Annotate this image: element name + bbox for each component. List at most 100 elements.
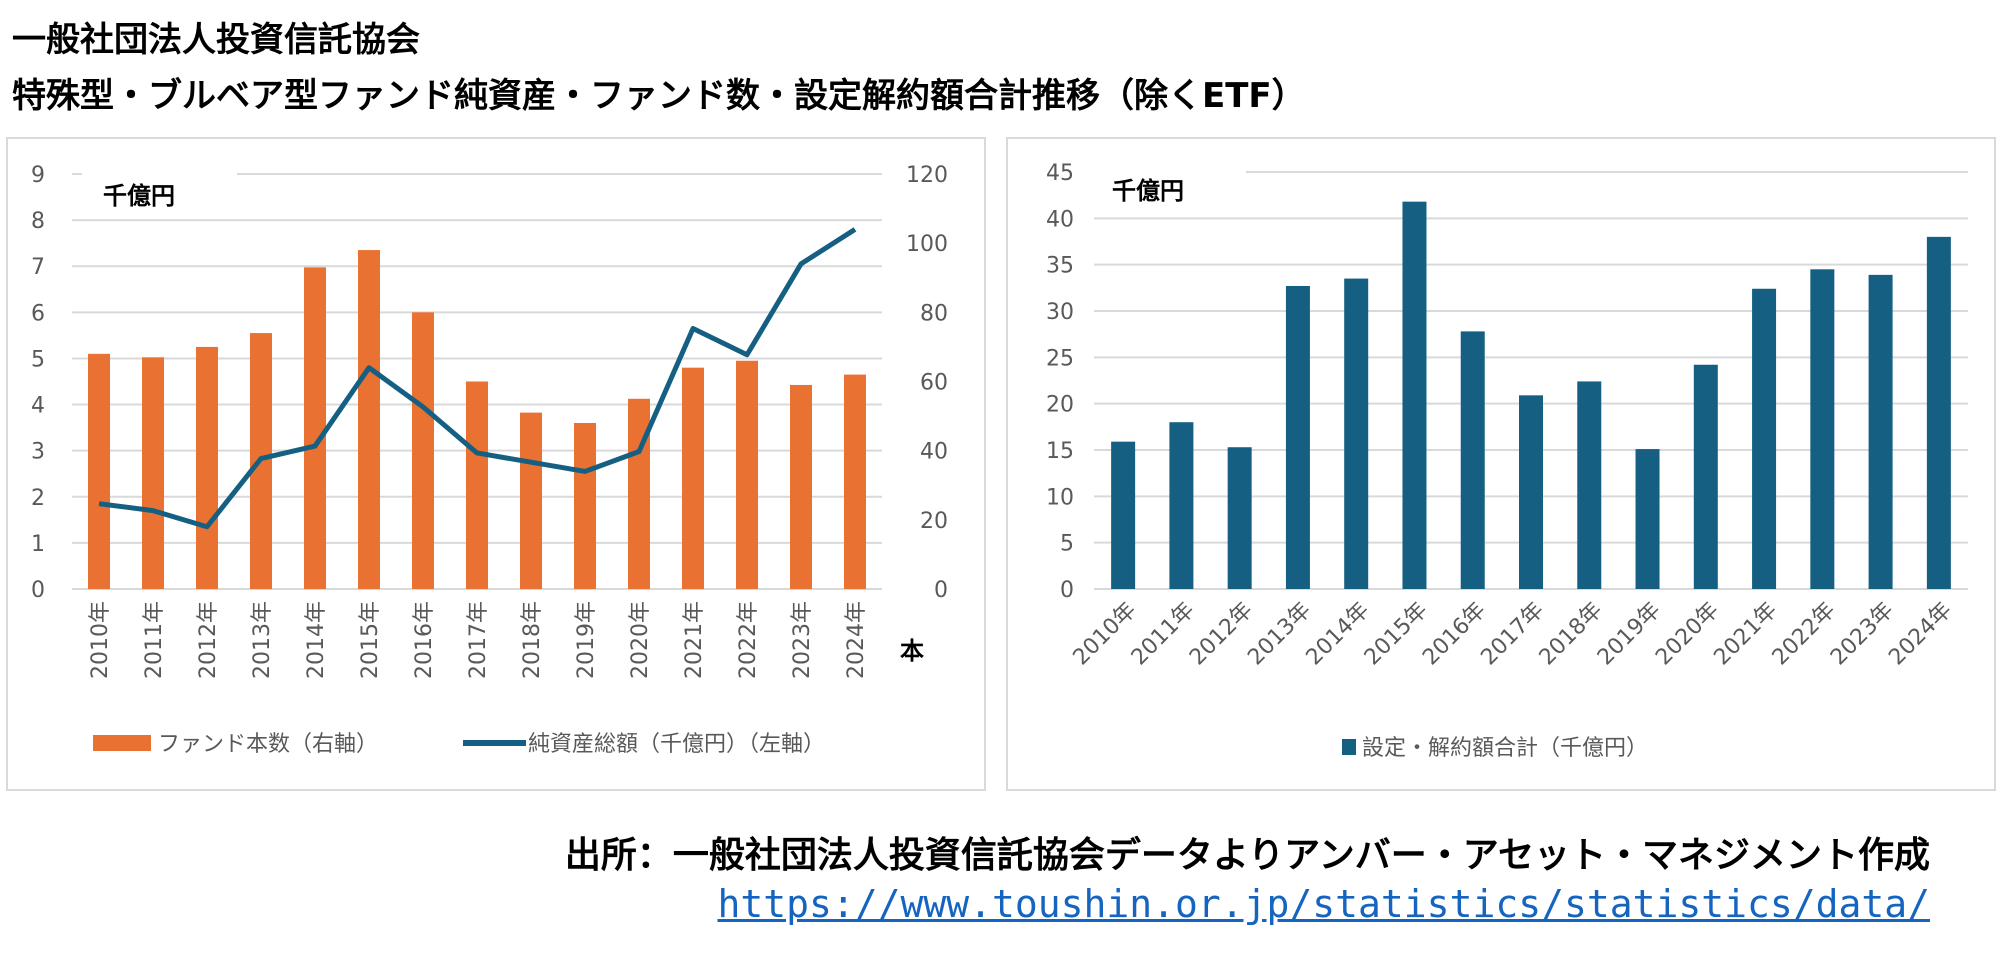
left-axis-tick-label: 3	[31, 440, 45, 465]
right-axis-tick-label: 40	[920, 440, 948, 465]
legend-label: 設定・解約額合計（千億円）	[1362, 736, 1648, 761]
bar-subscription-redemption	[1693, 364, 1718, 589]
right-axis-tick-label: 80	[920, 301, 948, 326]
right-axis-tick-label: 0	[934, 578, 948, 603]
right-axis-tick-label: 60	[920, 371, 948, 396]
bar-fund-count	[466, 381, 488, 589]
bar-fund-count	[88, 353, 110, 589]
legend-label-line: 純資産総額（千億円）（左軸）	[528, 732, 825, 757]
y-axis-tick-label: 20	[1046, 393, 1074, 418]
right-axis-tick-label: 120	[906, 163, 948, 188]
y-axis-tick-label: 25	[1046, 346, 1074, 371]
bar-subscription-redemption	[1519, 395, 1543, 589]
y-axis-tick-label: 45	[1046, 161, 1074, 186]
x-axis-tick-label: 2024年	[844, 601, 869, 679]
left-axis-tick-label: 6	[31, 301, 45, 326]
left-axis-tick-label: 8	[31, 209, 45, 234]
left-axis-tick-label: 7	[31, 255, 45, 280]
x-axis-tick-label: 2023年	[790, 601, 815, 679]
right-axis-tick-label: 100	[906, 232, 948, 257]
x-axis-tick-label: 2019年	[1593, 598, 1666, 671]
bar-fund-count	[520, 412, 542, 589]
bar-fund-count	[142, 357, 164, 589]
bar-fund-count	[844, 374, 866, 589]
x-axis-tick-label: 2010年	[1069, 598, 1142, 671]
x-axis-tick-label: 2016年	[1418, 598, 1491, 671]
bar-fund-count	[790, 384, 812, 589]
bar-subscription-redemption	[1227, 447, 1252, 589]
x-axis-tick-label: 2021年	[682, 601, 707, 679]
bar-fund-count	[412, 312, 434, 589]
x-axis-tick-label: 2013年	[1243, 598, 1316, 671]
bar-subscription-redemption	[1752, 288, 1777, 589]
y-axis-tick-label: 35	[1046, 254, 1074, 279]
bar-fund-count	[736, 360, 758, 589]
bar-fund-count	[628, 398, 650, 589]
x-axis-tick-label: 2012年	[1185, 598, 1258, 671]
x-axis-tick-label: 2018年	[1535, 598, 1608, 671]
bar-subscription-redemption	[1344, 278, 1369, 589]
x-axis-tick-label: 2023年	[1826, 598, 1899, 671]
bar-fund-count	[682, 367, 704, 589]
header-title-line2: 特殊型・ブルベア型ファンド純資産・ファンド数・設定解約額合計推移（除くETF）	[12, 76, 1306, 116]
source-link[interactable]: https://www.toushin.or.jp/statistics/sta…	[717, 882, 1930, 926]
x-axis-tick-label: 2014年	[304, 601, 329, 679]
x-axis-tick-label: 2022年	[1768, 598, 1841, 671]
bar-subscription-redemption	[1285, 285, 1310, 589]
x-axis-tick-label: 2019年	[574, 601, 599, 679]
x-axis-tick-label: 2013年	[250, 601, 275, 679]
x-axis-tick-label: 2021年	[1709, 598, 1782, 671]
unit-label: 千億円	[1112, 177, 1184, 205]
left-axis-tick-label: 1	[31, 532, 45, 557]
x-axis-tick-label: 2011年	[142, 601, 167, 679]
y-axis-tick-label: 40	[1046, 207, 1074, 232]
x-axis-tick-label: 2010年	[88, 601, 113, 679]
y-axis-tick-label: 10	[1046, 485, 1074, 510]
x-axis-tick-label: 2015年	[1360, 598, 1433, 671]
left-axis-tick-label: 4	[31, 394, 45, 419]
bar-subscription-redemption	[1635, 449, 1660, 589]
x-axis-tick-label: 2014年	[1302, 598, 1375, 671]
legend-swatch	[1342, 739, 1356, 755]
bar-subscription-redemption	[1402, 201, 1427, 590]
right-axis-tick-label: 20	[920, 509, 948, 534]
legend-swatch-bar	[93, 735, 151, 751]
y-axis-tick-label: 5	[1060, 532, 1074, 557]
left-axis-tick-label: 0	[31, 578, 45, 603]
bar-subscription-redemption	[1810, 269, 1835, 589]
source-note: 出所：一般社団法人投資信託協会データよりアンバー・アセット・マネジメント作成	[564, 835, 1930, 876]
y-axis-tick-label: 30	[1046, 300, 1074, 325]
bar-subscription-redemption	[1868, 274, 1893, 589]
x-axis-tick-label: 2017年	[1476, 598, 1549, 671]
y-axis-tick-label: 15	[1046, 439, 1074, 464]
x-axis-tick-label: 2012年	[196, 601, 221, 679]
x-axis-tick-label: 2018年	[520, 601, 545, 679]
chart2-svg: 0 5 10 15 20 25 30 35 40 45 千億円 2010年2011年2012年2013…	[1046, 161, 1968, 761]
subscription-redemption-chart: 0 5 10 15 20 25 30 35 40 45 千億円 2010年 2011年 2012年 2013…	[1006, 137, 1996, 791]
right-axis-unit-label: 本	[900, 637, 924, 665]
x-axis-tick-label: 2022年	[736, 601, 761, 679]
left-axis-tick-label: 5	[31, 347, 45, 372]
x-axis-tick-label: 2016年	[412, 601, 437, 679]
bar-fund-count	[196, 346, 218, 589]
unit-label: 千億円	[103, 182, 175, 210]
x-axis-tick-label: 2017年	[466, 601, 491, 679]
fund-count-net-assets-chart: 0 1 2 3 4 5 6 7 8 9 0 20 40 60 80 100 120 千億円本 2010年 2011年 2…	[6, 137, 986, 791]
x-axis-tick-label: 2024年	[1884, 598, 1957, 671]
x-axis-tick-label: 2020年	[628, 601, 653, 679]
bar-subscription-redemption	[1926, 236, 1951, 589]
y-axis-tick-label: 0	[1060, 578, 1074, 603]
bar-subscription-redemption	[1460, 331, 1485, 589]
legend-label-bar: ファンド本数（右軸）	[158, 732, 378, 757]
bar-fund-count	[574, 423, 596, 589]
left-axis-tick-label: 2	[31, 486, 45, 511]
x-axis-tick-label: 2015年	[358, 601, 383, 679]
bar-fund-count	[358, 250, 380, 589]
x-axis-tick-label: 2020年	[1651, 598, 1724, 671]
bar-subscription-redemption	[1577, 381, 1602, 589]
left-axis-tick-label: 9	[31, 163, 45, 188]
bar-subscription-redemption	[1111, 441, 1136, 589]
header-title-line1: 一般社団法人投資信託協会	[12, 20, 420, 60]
bar-fund-count	[304, 267, 326, 589]
